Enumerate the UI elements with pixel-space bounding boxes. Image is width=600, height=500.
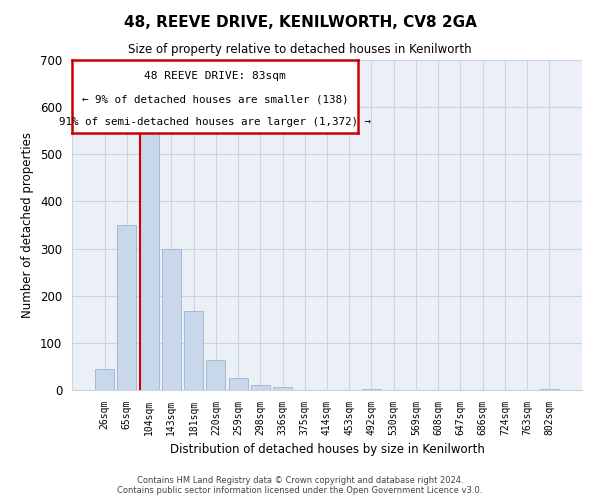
Bar (229, 378, 248, 390)
Bar (273, 387, 292, 390)
Bar (251, 386, 270, 390)
Bar (206, 360, 225, 390)
Bar (184, 311, 203, 390)
Bar (95, 369, 114, 390)
Y-axis label: Number of detached properties: Number of detached properties (22, 132, 34, 318)
Bar (162, 248, 181, 390)
Text: Size of property relative to detached houses in Kenilworth: Size of property relative to detached ho… (128, 42, 472, 56)
Bar (362, 388, 381, 390)
Bar (118, 225, 136, 390)
Bar (540, 388, 559, 390)
Bar (140, 130, 158, 390)
X-axis label: Distribution of detached houses by size in Kenilworth: Distribution of detached houses by size … (170, 444, 484, 456)
Text: Contains HM Land Registry data © Crown copyright and database right 2024.
Contai: Contains HM Land Registry data © Crown c… (118, 476, 482, 495)
Text: 48, REEVE DRIVE, KENILWORTH, CV8 2GA: 48, REEVE DRIVE, KENILWORTH, CV8 2GA (124, 15, 476, 30)
